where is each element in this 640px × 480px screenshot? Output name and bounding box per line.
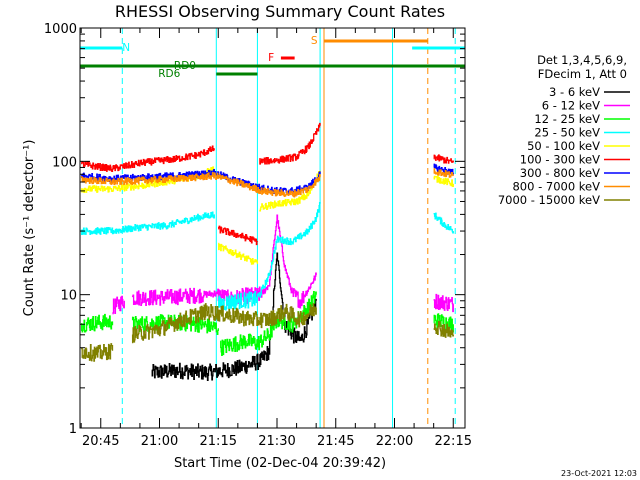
legend-label: 100 - 300 keV	[520, 153, 600, 167]
state-flag-label: RD6	[158, 68, 180, 80]
legend-label: 25 - 50 keV	[534, 126, 600, 140]
y-tick-label: 1000	[44, 22, 77, 37]
x-tick-label: 22:15	[435, 434, 472, 449]
x-tick-label: 22:00	[376, 434, 413, 449]
state-flag-label: F	[268, 52, 274, 64]
series-line	[218, 225, 259, 246]
x-tick-label: 21:00	[141, 434, 178, 449]
x-axis-label: Start Time (02-Dec-04 20:39:42)	[174, 456, 386, 471]
chart-title: RHESSI Observing Summary Count Rates	[115, 2, 445, 21]
legend-label: 12 - 25 keV	[534, 112, 600, 126]
plot-frame	[79, 27, 466, 429]
series-line	[433, 212, 454, 234]
series-line	[81, 211, 215, 235]
legend-label: 6 - 12 keV	[542, 99, 600, 113]
series-line	[81, 145, 215, 172]
x-tick-label: 20:45	[82, 434, 119, 449]
series-line	[433, 154, 454, 164]
y-tick-label: 100	[52, 155, 77, 170]
series-line	[433, 320, 454, 338]
series-line	[218, 242, 259, 265]
series-line	[81, 172, 321, 198]
series-line	[81, 313, 114, 333]
y-axis: 1 10 100 1000	[44, 22, 465, 437]
series-line	[433, 293, 454, 313]
legend-label: 50 - 100 keV	[527, 139, 600, 153]
x-axis: 20:45 21:00 21:15 21:30 21:45 22:00 22:15	[80, 28, 472, 449]
series-line	[433, 175, 454, 188]
legend-label: 800 - 7000 keV	[512, 180, 600, 194]
y-tick-label: 1	[69, 422, 77, 437]
series-line	[259, 122, 321, 165]
legend-label: 7000 - 15000 keV	[498, 193, 600, 207]
legend: Det 1,3,4,5,6,9, FDecim 1, Att 0 3 - 6 k…	[498, 53, 630, 207]
series-line	[433, 168, 454, 178]
x-tick-label: 21:30	[258, 434, 295, 449]
series-line	[81, 343, 114, 362]
x-tick-label: 21:15	[200, 434, 237, 449]
series-line	[131, 303, 317, 344]
legend-label: 300 - 800 keV	[520, 166, 600, 180]
y-tick-label: 10	[60, 289, 77, 304]
legend-label: 3 - 6 keV	[549, 85, 600, 99]
series-line	[433, 313, 454, 333]
state-flag-label: RD0	[174, 60, 196, 72]
series-line	[112, 295, 125, 315]
series-line	[259, 170, 321, 212]
y-axis-label: Count Rate (s⁻¹ detector⁻¹)	[22, 140, 37, 317]
state-flag-label: S	[311, 35, 318, 47]
corner-date: 23-Oct-2021 12:03	[561, 469, 637, 478]
x-tick-label: 21:45	[317, 434, 354, 449]
state-flag-label: N	[122, 42, 130, 54]
legend-header-line-2: FDecim 1, Att 0	[538, 67, 627, 81]
legend-header-line-1: Det 1,3,4,5,6,9,	[537, 53, 627, 67]
series-line	[218, 201, 321, 311]
